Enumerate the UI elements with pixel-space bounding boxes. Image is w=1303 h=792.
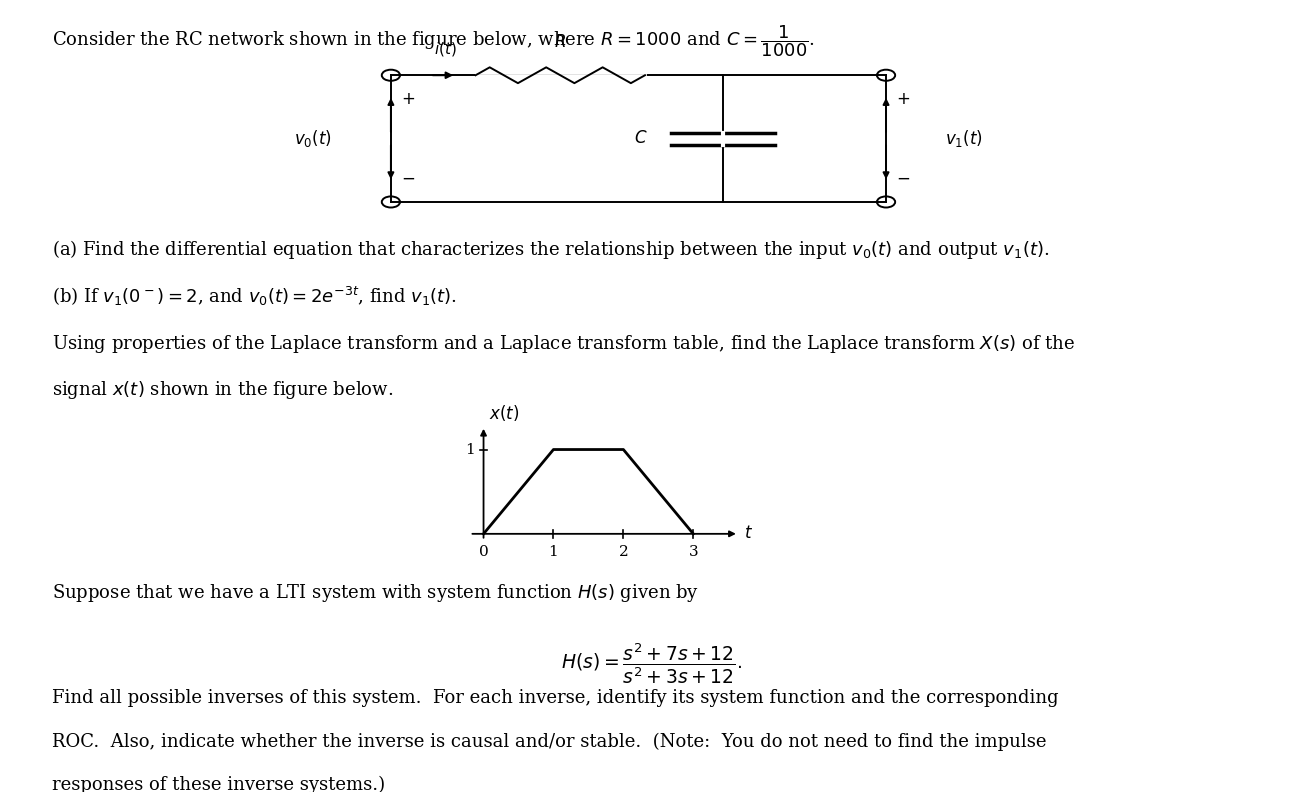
Text: (a) Find the differential equation that characterizes the relationship between t: (a) Find the differential equation that … [52,238,1049,261]
Text: 1: 1 [549,545,558,559]
Text: 2: 2 [619,545,628,559]
Text: 3: 3 [688,545,698,559]
Text: $v_0(t)$: $v_0(t)$ [293,128,332,149]
Text: signal $x(t)$ shown in the figure below.: signal $x(t)$ shown in the figure below. [52,379,394,401]
Text: $t$: $t$ [744,525,753,543]
Text: Suppose that we have a LTI system with system function $H(s)$ given by: Suppose that we have a LTI system with s… [52,582,700,604]
Text: Consider the RC network shown in the figure below, where $R = 1000$ and $C = \df: Consider the RC network shown in the fig… [52,24,814,59]
Text: $C$: $C$ [635,130,648,147]
Text: $+$: $+$ [896,90,911,108]
Text: $-$: $-$ [896,169,911,187]
Text: responses of these inverse systems.): responses of these inverse systems.) [52,776,386,792]
Text: $-$: $-$ [401,169,416,187]
Text: Find all possible inverses of this system.  For each inverse, identify its syste: Find all possible inverses of this syste… [52,689,1059,707]
Text: $R$: $R$ [554,35,567,51]
Text: $+$: $+$ [401,90,416,108]
Text: $v_1(t)$: $v_1(t)$ [945,128,984,149]
Text: 1: 1 [465,443,476,456]
Text: (b) If $v_1(0^-) = 2$, and $v_0(t) = 2e^{-3t}$, find $v_1(t)$.: (b) If $v_1(0^-) = 2$, and $v_0(t) = 2e^… [52,285,457,308]
Text: $H(s) = \dfrac{s^2 + 7s + 12}{s^2 + 3s + 12}.$: $H(s) = \dfrac{s^2 + 7s + 12}{s^2 + 3s +… [562,642,741,687]
Text: $x(t)$: $x(t)$ [489,402,520,423]
Text: $i(t)$: $i(t)$ [434,40,457,58]
Text: 0: 0 [478,545,489,559]
Text: ROC.  Also, indicate whether the inverse is causal and/or stable.  (Note:  You d: ROC. Also, indicate whether the inverse … [52,733,1046,751]
Text: Using properties of the Laplace transform and a Laplace transform table, find th: Using properties of the Laplace transfor… [52,333,1075,355]
